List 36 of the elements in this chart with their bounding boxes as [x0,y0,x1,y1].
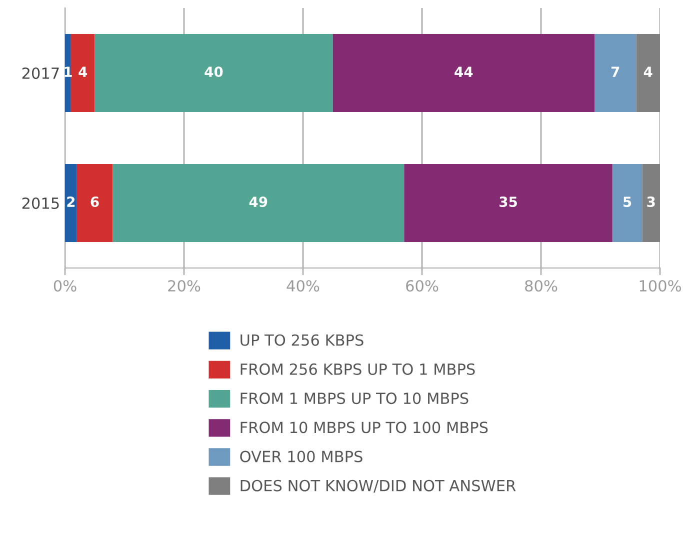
legend-label: OVER 100 MBPS [240,450,362,462]
bar [332,34,595,112]
bar [642,164,660,242]
data-label: 2 [67,196,75,207]
bar [70,34,95,112]
bar [65,164,77,242]
data-label: 5 [624,196,632,208]
data-label: 4 [78,66,88,77]
data-label: 6 [90,196,99,208]
legend-label: UP TO 256 KBPS [240,334,364,346]
legend-label: FROM 1 MBPS UP TO 10 MBPS [240,392,468,404]
bar [636,34,660,112]
bar [594,34,636,112]
data-label: 35 [500,196,517,208]
x-tick-label: 60% [406,280,438,292]
data-label: 3 [647,196,655,208]
x-tick-label: 80% [525,280,558,292]
bar [94,34,333,112]
bar [112,164,404,242]
data-label: 40 [204,66,223,78]
x-tick-label: 0% [54,280,76,292]
y-tick-label: 2015 [22,197,59,210]
legend-label: DOES NOT KNOW/DID NOT ANSWER [240,480,516,493]
data-label: 7 [611,66,620,77]
bar [404,164,612,242]
legend-label: FROM 10 MBPS UP TO 100 MBPS [240,422,488,434]
x-tick-label: 20% [168,280,200,292]
data-label: 49 [249,196,268,208]
legend-label: FROM 256 KBPS UP TO 1 MBPS [240,363,475,375]
data-label: 4 [644,66,652,77]
y-tick-label: 2017 [22,67,59,80]
data-label: 44 [454,66,473,77]
bar [612,164,642,242]
x-tick-label: 40% [286,280,320,292]
bar [76,164,113,242]
x-tick-label: 100% [640,280,681,292]
